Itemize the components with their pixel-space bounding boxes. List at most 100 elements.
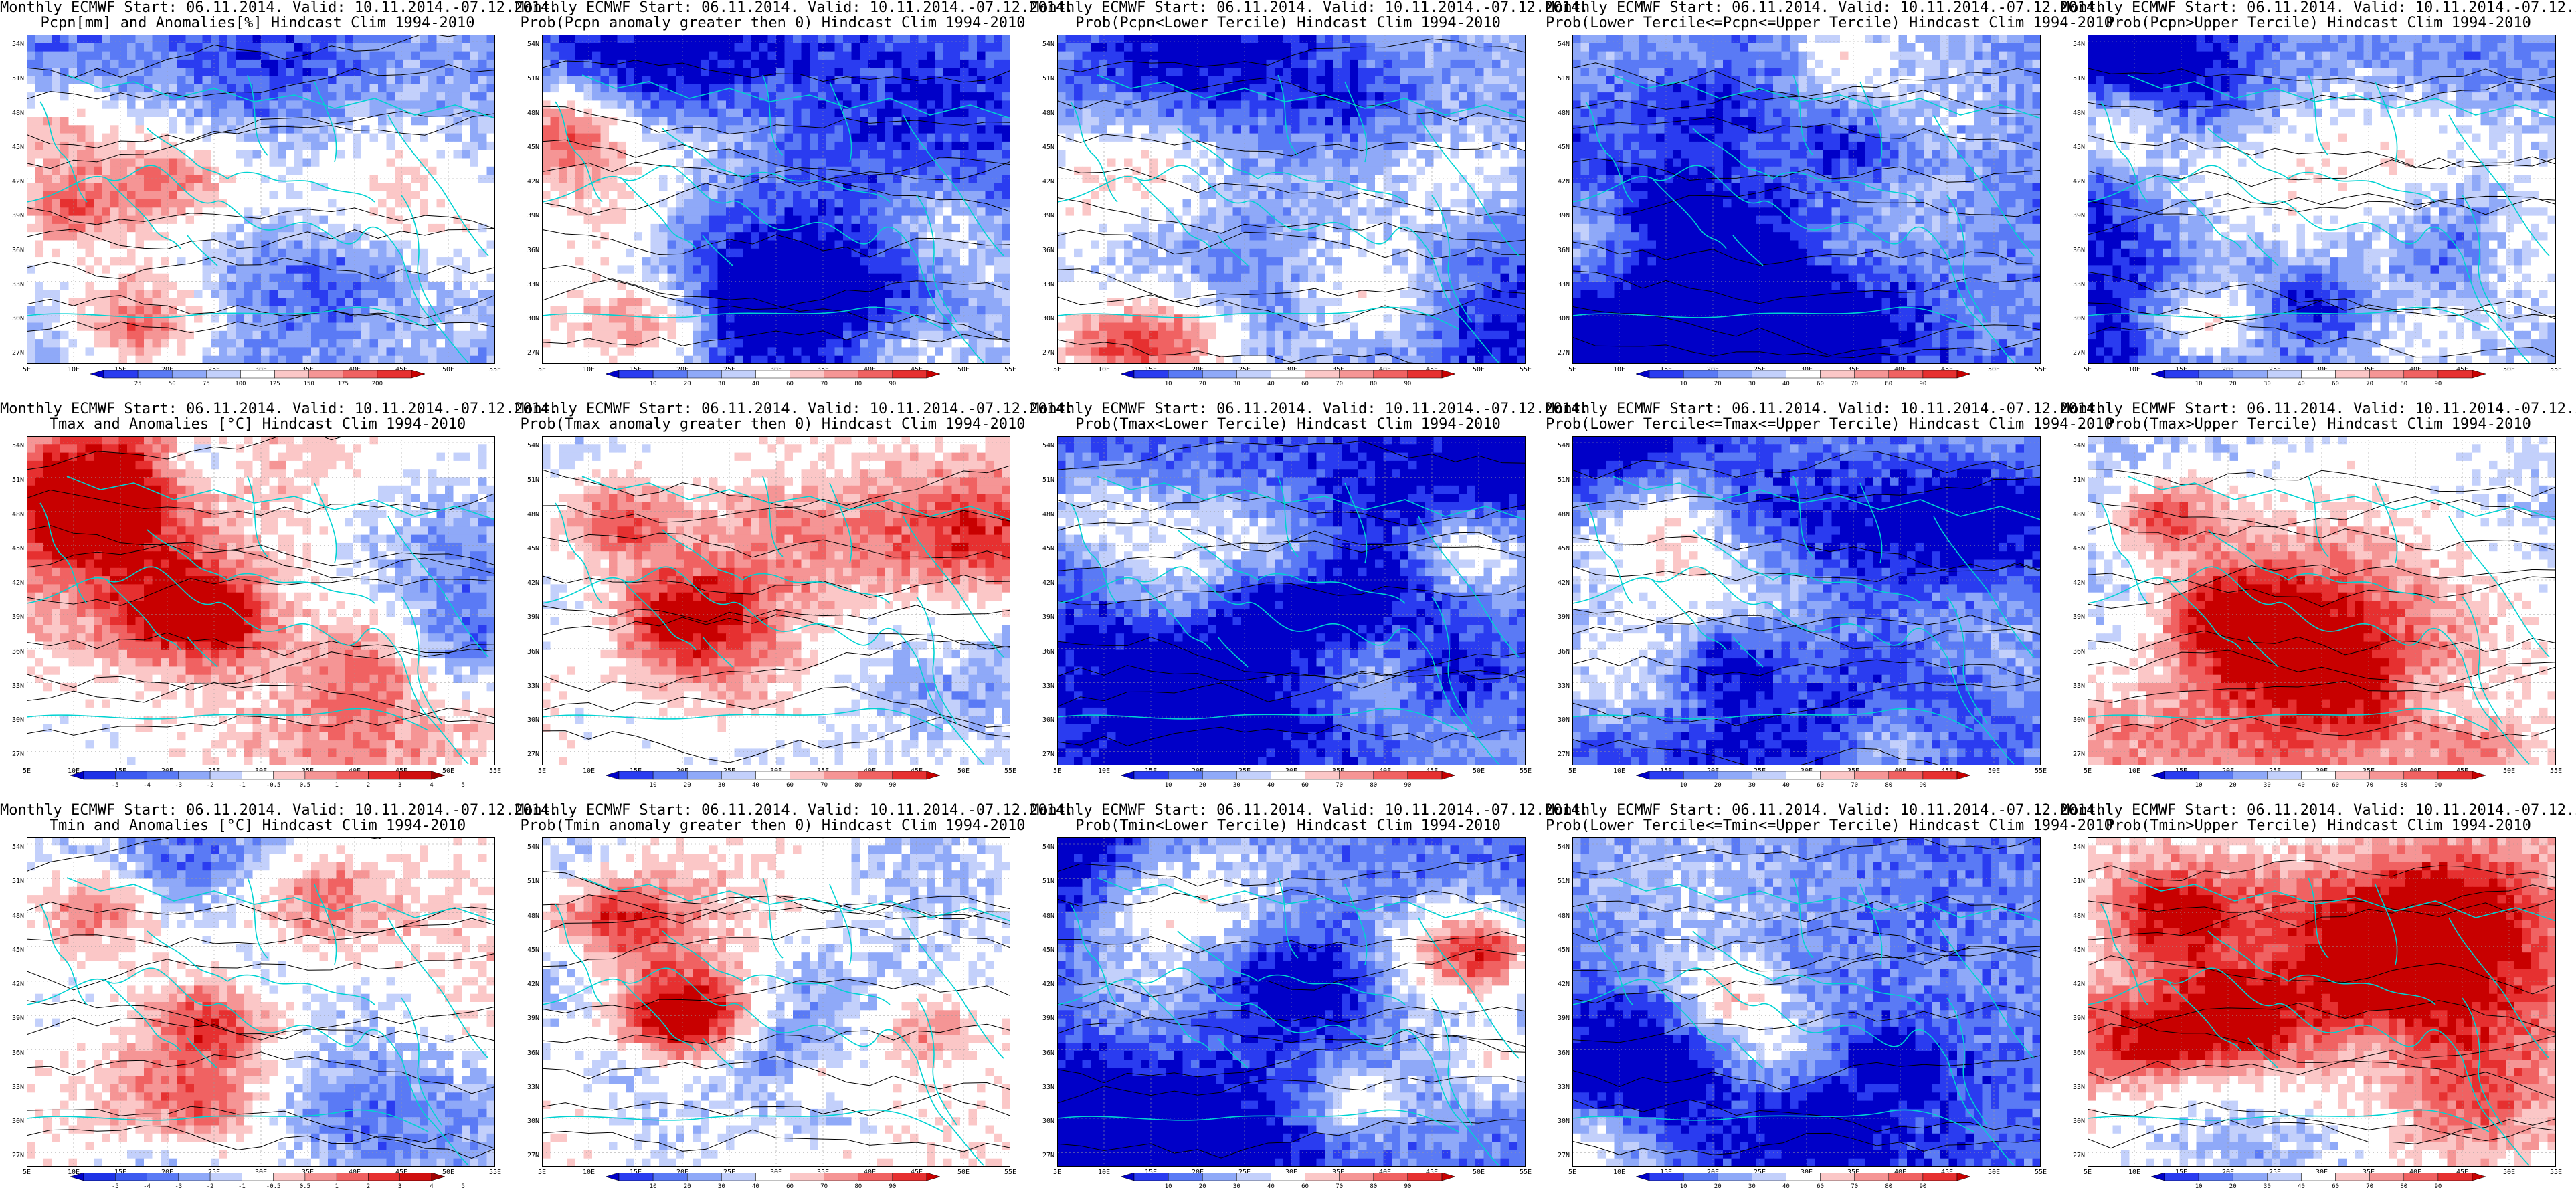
field-cell	[693, 265, 702, 274]
field-cell	[361, 183, 371, 192]
field-cell	[378, 347, 387, 357]
field-cell	[943, 158, 953, 167]
field-cell	[35, 68, 44, 77]
field-cell	[877, 68, 886, 77]
field-cell	[211, 339, 220, 348]
field-cell	[386, 347, 395, 357]
field-cell	[676, 330, 685, 340]
field-cell	[378, 35, 387, 43]
field-cell	[801, 265, 810, 274]
field-cell	[567, 257, 576, 266]
field-cell	[428, 282, 438, 290]
field-cell	[968, 158, 978, 167]
field-cell	[1275, 35, 1284, 43]
field-cell	[436, 290, 446, 299]
field-cell	[35, 306, 44, 315]
field-cell	[445, 199, 454, 208]
field-cell	[801, 59, 810, 68]
field-cell	[244, 59, 254, 68]
field-cell	[626, 76, 635, 85]
field-cell	[68, 347, 78, 357]
field-cell	[261, 35, 270, 43]
field-cell	[650, 68, 660, 77]
field-cell	[893, 158, 903, 167]
field-cell	[311, 207, 320, 217]
field-cell	[1115, 35, 1125, 43]
field-cell	[918, 322, 927, 332]
field-cell	[353, 166, 362, 175]
field-cell	[94, 314, 103, 324]
field-cell	[550, 117, 559, 126]
field-cell	[977, 199, 986, 208]
field-cell	[94, 257, 103, 266]
field-cell	[759, 223, 769, 233]
field-cell	[1216, 76, 1225, 85]
field-cell	[94, 207, 103, 217]
field-cell	[918, 232, 927, 241]
field-cell	[311, 141, 320, 150]
field-cell	[278, 108, 287, 118]
field-cell	[177, 59, 187, 68]
field-cell	[843, 59, 852, 68]
field-cell	[236, 215, 245, 225]
field-cell	[693, 191, 702, 200]
field-cell	[1325, 59, 1334, 68]
field-cell	[1366, 76, 1376, 85]
field-cell	[776, 43, 786, 52]
field-cell	[161, 117, 170, 126]
field-cell	[542, 330, 551, 340]
field-cell	[486, 240, 495, 249]
field-cell	[951, 43, 961, 52]
field-cell	[994, 175, 1003, 183]
field-cell	[445, 158, 454, 167]
field-cell	[445, 232, 454, 241]
field-cell	[43, 248, 53, 258]
field-cell	[868, 150, 877, 159]
field-cell	[693, 108, 702, 118]
field-cell	[110, 199, 120, 208]
field-cell	[353, 215, 362, 225]
field-cell	[68, 240, 78, 249]
field-cell	[826, 298, 836, 307]
field-cell	[43, 306, 53, 315]
field-cell	[1492, 43, 1501, 52]
field-cell	[311, 199, 320, 208]
field-cell	[550, 191, 559, 200]
field-cell	[161, 59, 170, 68]
field-cell	[1450, 68, 1459, 77]
field-cell	[994, 133, 1003, 142]
field-cell	[951, 166, 961, 175]
field-cell	[311, 355, 320, 364]
field-cell	[1082, 35, 1091, 43]
field-cell	[910, 43, 919, 52]
field-cell	[943, 257, 953, 266]
field-cell	[743, 232, 752, 241]
field-cell	[336, 84, 345, 93]
field-cell	[951, 108, 961, 118]
field-cell	[1124, 43, 1133, 52]
field-cell	[893, 347, 903, 357]
map-panel: Monthly ECMWF Start: 06.11.2014. Valid: …	[1030, 0, 1588, 401]
field-cell	[403, 298, 412, 307]
field-cell	[118, 257, 128, 266]
field-cell	[642, 108, 652, 118]
field-cell	[759, 68, 769, 77]
colorbar-label: 50	[164, 381, 180, 387]
field-cell	[378, 355, 387, 364]
field-cell	[294, 265, 304, 274]
field-cell	[567, 240, 576, 249]
field-cell	[411, 207, 421, 217]
field-cell	[542, 298, 551, 307]
colorbar-swatch	[308, 370, 344, 379]
field-cell	[169, 158, 178, 167]
field-cell	[609, 68, 618, 77]
field-cell	[286, 141, 295, 150]
colorbar-swatch	[686, 370, 722, 379]
field-cell	[169, 223, 178, 233]
field-cell	[885, 125, 894, 134]
field-cell	[567, 290, 576, 299]
panel-title-line2: Prob(Pcpn anomaly greater then 0) Hindca…	[515, 15, 1030, 31]
field-cell	[676, 248, 685, 258]
field-cell	[328, 223, 337, 233]
field-cell	[353, 265, 362, 274]
